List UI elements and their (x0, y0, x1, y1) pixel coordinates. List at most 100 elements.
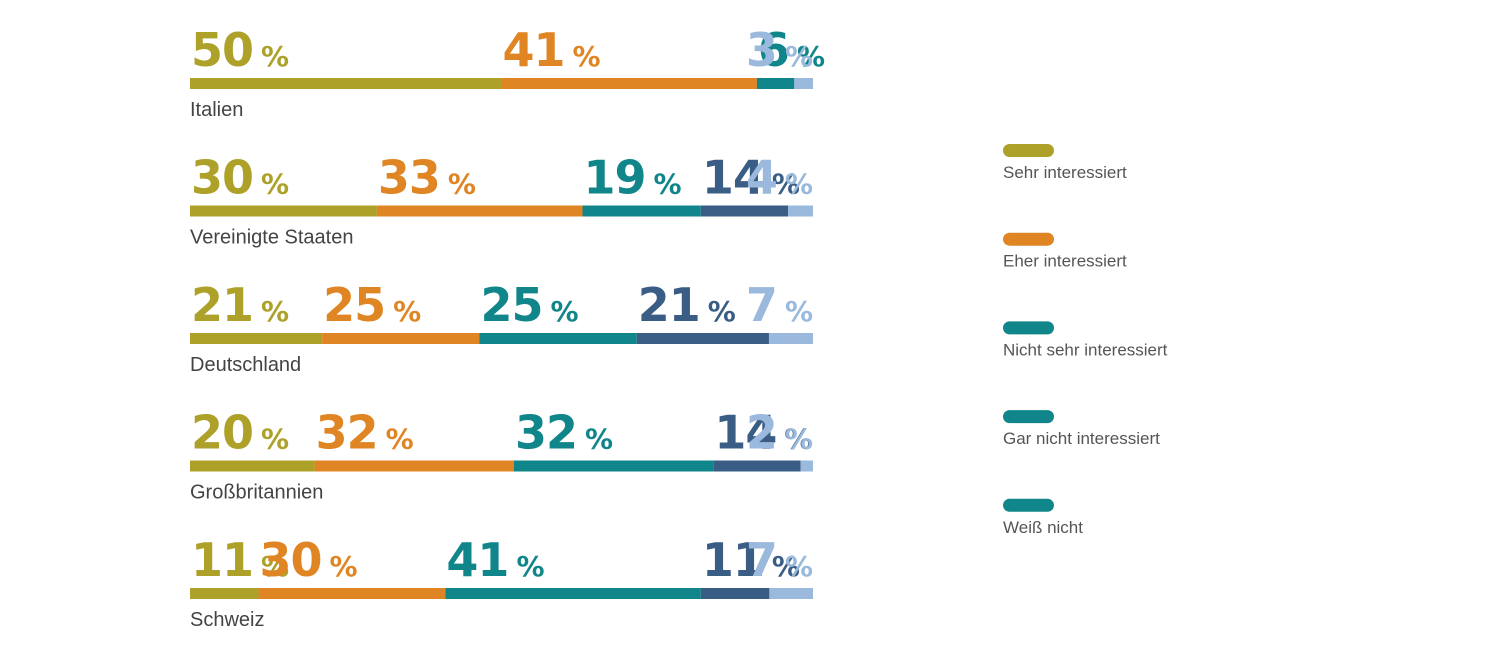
data-label-value: 50 (191, 23, 253, 77)
data-label-unit: % (393, 295, 421, 328)
data-label-unit: % (797, 40, 825, 73)
data-label-value: 11 (702, 533, 764, 587)
category-label: Italien (190, 99, 243, 121)
data-label-unit: % (785, 40, 813, 73)
bar-segment (445, 588, 701, 599)
bar-segment (788, 205, 813, 217)
bar-segment (700, 205, 789, 217)
data-label-unit: % (330, 550, 358, 583)
legend-item: Sehr interessiert (1003, 144, 1127, 182)
legend-swatch (1003, 498, 1054, 512)
bar-segment (713, 460, 801, 472)
data-label-value: 30 (260, 533, 322, 587)
legend-swatch (1003, 232, 1054, 246)
data-label-unit: % (708, 295, 736, 328)
chart-row: 11 %30% 41% 11 %7 %Schweiz (190, 533, 813, 631)
data-label-value: 19 (583, 151, 645, 205)
data-label-unit: % (785, 168, 813, 201)
chart-row: 50% 41% 6 %3 %Italien (190, 23, 825, 121)
legend-swatch (1003, 410, 1054, 424)
category-label: Vereinigte Staaten (190, 227, 353, 249)
data-label-unit: % (261, 295, 289, 328)
data-label-unit: % (585, 423, 613, 456)
bar-segment (190, 205, 377, 217)
bar-segment (700, 588, 770, 599)
legend-label: Gar nicht interessiert (1003, 429, 1160, 448)
bar-segment (190, 333, 323, 344)
data-label-value: 21 (638, 278, 700, 332)
bar-segment (190, 460, 315, 472)
data-label-unit: % (785, 550, 813, 583)
data-label-value: 7 (746, 278, 777, 332)
data-label-value: 25 (323, 278, 385, 332)
data-label-value: 41 (446, 533, 508, 587)
chart-row: 30% 33% 19% 14 %4 %Vereinigte Staaten (190, 151, 813, 249)
bar-segment (756, 78, 795, 89)
legend-swatch (1003, 144, 1054, 157)
data-label-value: 14 (714, 406, 776, 460)
data-label-value: 32 (515, 406, 577, 460)
legend-label: Eher interessiert (1003, 252, 1127, 271)
legend-label: Nicht sehr interessiert (1003, 340, 1168, 359)
data-label-unit: % (654, 168, 682, 201)
bar-segment (314, 460, 514, 472)
data-label-unit: % (261, 168, 289, 201)
data-label-unit: % (785, 423, 813, 456)
legend-label: Weiß nicht (1003, 518, 1083, 537)
data-label-value: 30 (191, 151, 253, 205)
data-label-value: 41 (503, 23, 565, 77)
legend-label: Sehr interessiert (1003, 163, 1127, 182)
data-label-value: 21 (191, 278, 253, 332)
bar-segment (582, 205, 701, 217)
data-label-unit: % (772, 168, 800, 201)
bar-segment (794, 78, 813, 89)
data-label-value: 3 (746, 23, 777, 77)
bar-segment (769, 588, 813, 599)
bar-segment (322, 333, 480, 344)
bar-segment (636, 333, 769, 344)
data-label-unit: % (785, 295, 813, 328)
data-label-unit: % (550, 295, 578, 328)
data-label-value: 2 (746, 406, 777, 460)
bar-segment (376, 205, 583, 217)
data-label-value: 6 (758, 23, 789, 77)
data-label-value: 33 (378, 151, 440, 205)
chart-row: 21% 25% 25% 21% 7 %Deutschland (190, 278, 813, 376)
bar-segment (479, 333, 637, 344)
data-label-unit: % (784, 423, 812, 456)
bar-segment (800, 460, 813, 472)
bar-segment (501, 78, 757, 89)
data-label-unit: % (261, 550, 289, 583)
bar-segment (768, 333, 813, 344)
data-label-value: 7 (746, 533, 777, 587)
legend-item: Gar nicht interessiert (1003, 410, 1160, 448)
legend-swatch (1003, 321, 1054, 335)
data-label-value: 14 (702, 151, 764, 205)
legend-item: Weiß nicht (1003, 498, 1083, 537)
category-label: Großbritannien (190, 482, 323, 504)
chart-row: 20% 32% 32% 14 %2 %Großbritannien (190, 406, 813, 504)
legend-item: Eher interessiert (1003, 232, 1127, 271)
data-label-unit: % (261, 40, 289, 73)
data-label-value: 11 (191, 533, 253, 587)
data-label-unit: % (516, 550, 544, 583)
bar-segment (190, 588, 259, 599)
data-label-unit: % (386, 423, 414, 456)
data-label-value: 25 (480, 278, 542, 332)
data-label-value: 4 (746, 151, 777, 205)
category-label: Schweiz (190, 609, 264, 631)
data-label-unit: % (772, 550, 800, 583)
data-label-value: 32 (316, 406, 378, 460)
data-label-value: 20 (191, 406, 253, 460)
bar-segment (513, 460, 714, 472)
data-label-unit: % (573, 40, 601, 73)
bar-segment (258, 588, 446, 599)
chart-legend: Sehr interessiert Eher interessiert Nicht … (1003, 144, 1168, 537)
data-label-unit: % (261, 423, 289, 456)
bar-segment (190, 78, 502, 89)
data-label-unit: % (448, 168, 476, 201)
category-label: Deutschland (190, 354, 301, 376)
legend-item: Nicht sehr interessiert (1003, 321, 1168, 359)
